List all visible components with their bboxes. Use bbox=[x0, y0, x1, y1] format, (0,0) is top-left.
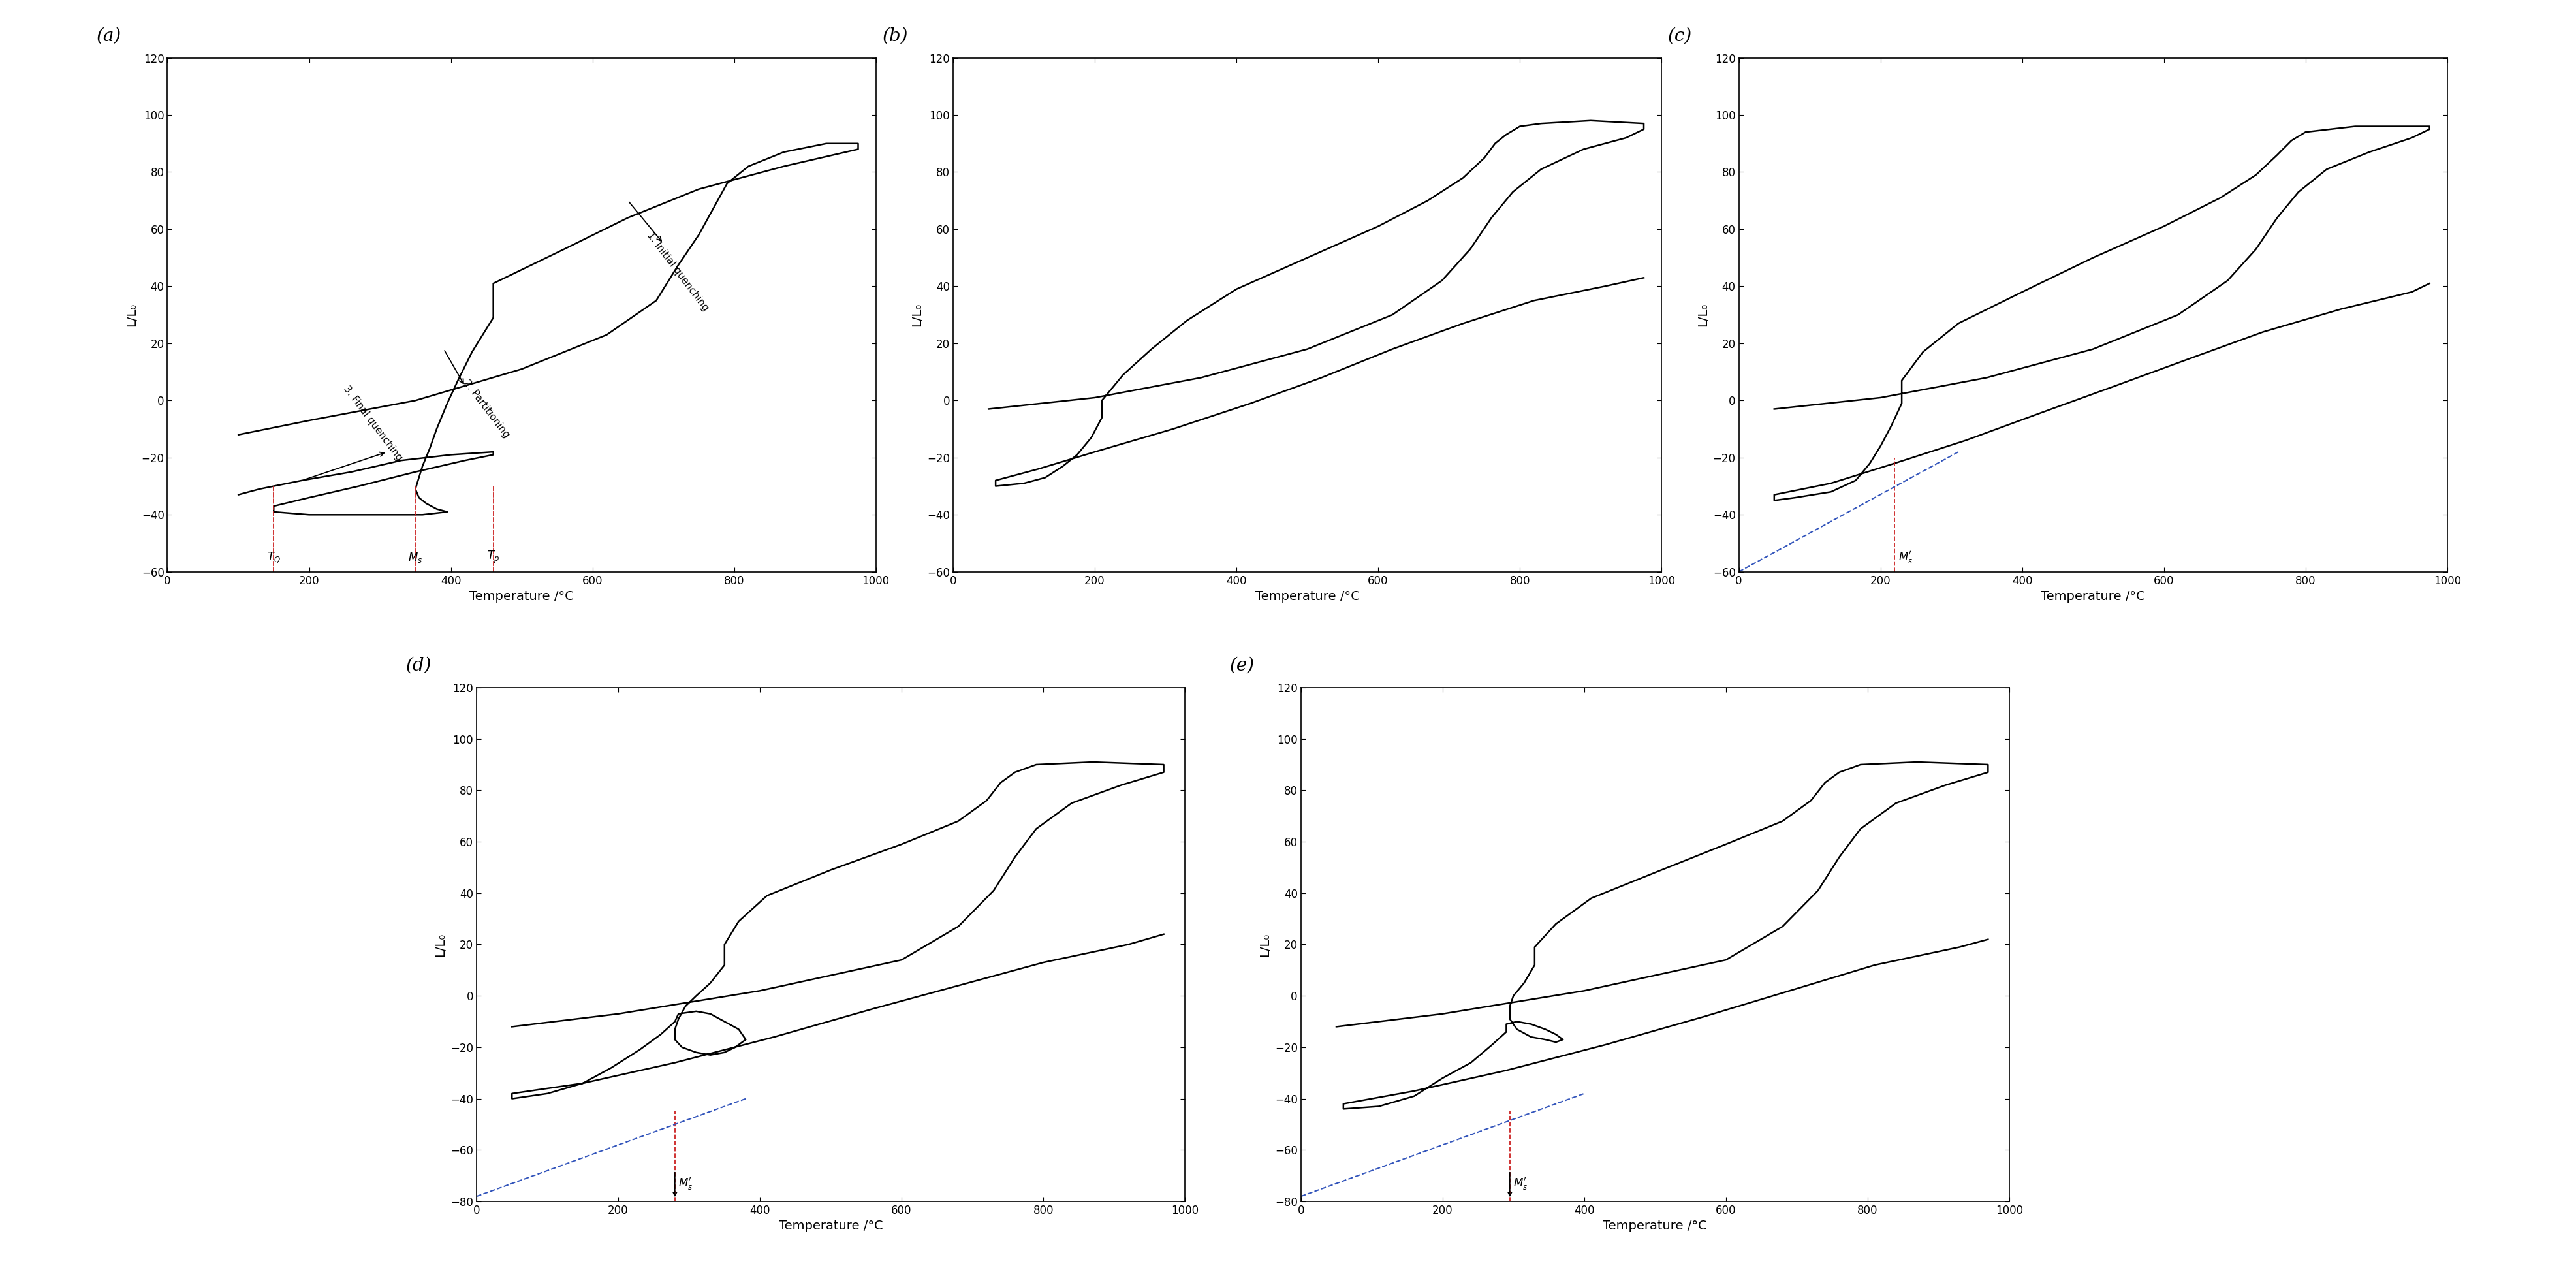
X-axis label: Temperature /°C: Temperature /°C bbox=[1602, 1219, 1708, 1232]
Y-axis label: L/L₀: L/L₀ bbox=[1698, 303, 1708, 326]
Y-axis label: L/L₀: L/L₀ bbox=[912, 303, 922, 326]
Text: (d): (d) bbox=[407, 657, 433, 675]
Y-axis label: L/L₀: L/L₀ bbox=[1260, 933, 1270, 956]
X-axis label: Temperature /°C: Temperature /°C bbox=[1255, 590, 1360, 603]
Text: (e): (e) bbox=[1231, 657, 1255, 675]
Text: $M_s$: $M_s$ bbox=[407, 551, 422, 564]
Text: $T_Q$: $T_Q$ bbox=[268, 550, 281, 564]
Y-axis label: L/L₀: L/L₀ bbox=[435, 933, 446, 956]
Text: (a): (a) bbox=[98, 27, 121, 45]
Text: $M_s'$: $M_s'$ bbox=[1899, 550, 1911, 565]
Text: $M_s'$: $M_s'$ bbox=[677, 1176, 693, 1191]
Y-axis label: L/L₀: L/L₀ bbox=[126, 303, 137, 326]
Text: 2. Partitioning: 2. Partitioning bbox=[461, 378, 510, 439]
Text: (c): (c) bbox=[1669, 27, 1692, 45]
Text: 3. Final quenching: 3. Final quenching bbox=[343, 384, 404, 463]
X-axis label: Temperature /°C: Temperature /°C bbox=[2040, 590, 2146, 603]
Text: $T_p$: $T_p$ bbox=[487, 550, 500, 565]
Text: 1. Initial quenching: 1. Initial quenching bbox=[644, 231, 711, 314]
X-axis label: Temperature /°C: Temperature /°C bbox=[778, 1219, 884, 1232]
Text: (b): (b) bbox=[881, 27, 909, 45]
Text: $M_s'$: $M_s'$ bbox=[1515, 1176, 1528, 1191]
X-axis label: Temperature /°C: Temperature /°C bbox=[469, 590, 574, 603]
